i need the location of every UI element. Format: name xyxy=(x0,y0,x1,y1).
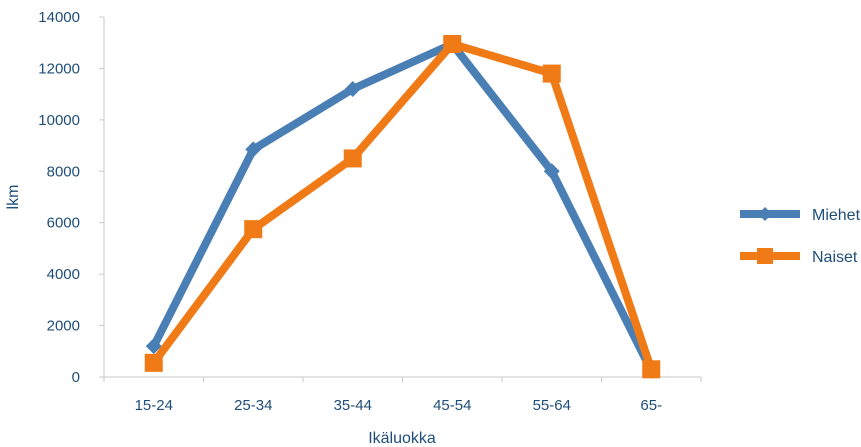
y-tick-label: 14000 xyxy=(38,9,80,26)
axes xyxy=(99,16,702,382)
series-naiset xyxy=(144,35,661,379)
x-tick-label: 55-64 xyxy=(533,397,571,414)
legend-item-miehet: Miehet xyxy=(740,207,861,224)
x-tick-labels: 15-24 25-34 35-44 45-54 55-64 65- xyxy=(135,397,663,414)
legend-item-naiset: Naiset xyxy=(740,248,858,266)
x-tick-label: 35-44 xyxy=(334,397,372,414)
y-tick-label: 2000 xyxy=(47,318,80,335)
y-tick-labels: 0 2000 4000 6000 8000 10000 12000 14000 xyxy=(38,9,80,386)
x-tick-label: 65- xyxy=(640,397,662,414)
data-point xyxy=(542,64,561,83)
series-line xyxy=(149,40,656,375)
legend-label: Naiset xyxy=(812,249,858,266)
y-tick-label: 0 xyxy=(72,369,80,386)
legend-marker xyxy=(757,248,773,264)
y-tick-label: 10000 xyxy=(38,112,80,129)
series-line xyxy=(149,40,656,374)
data-point xyxy=(344,81,361,97)
x-axis-title: Ikäluokka xyxy=(368,430,436,447)
y-tick-label: 12000 xyxy=(38,60,80,77)
series-miehet xyxy=(145,36,660,379)
series-lines xyxy=(144,35,661,379)
legend: Miehet Naiset xyxy=(740,207,861,266)
data-point xyxy=(343,149,362,168)
x-tick-label: 15-24 xyxy=(135,397,173,414)
x-tick-label: 25-34 xyxy=(234,397,272,414)
data-point xyxy=(245,141,262,158)
data-point xyxy=(443,35,462,53)
legend-marker xyxy=(758,207,772,221)
y-tick-label: 8000 xyxy=(47,163,80,180)
x-tick-label: 45-54 xyxy=(433,397,471,414)
data-point xyxy=(642,360,661,379)
data-point xyxy=(144,353,163,372)
y-tick-label: 4000 xyxy=(47,266,80,283)
y-tick-label: 6000 xyxy=(47,215,80,232)
data-point xyxy=(145,338,162,355)
legend-label: Miehet xyxy=(812,207,861,224)
y-axis-title: lkm xyxy=(5,185,22,210)
data-point xyxy=(244,220,263,239)
data-point xyxy=(543,163,560,180)
